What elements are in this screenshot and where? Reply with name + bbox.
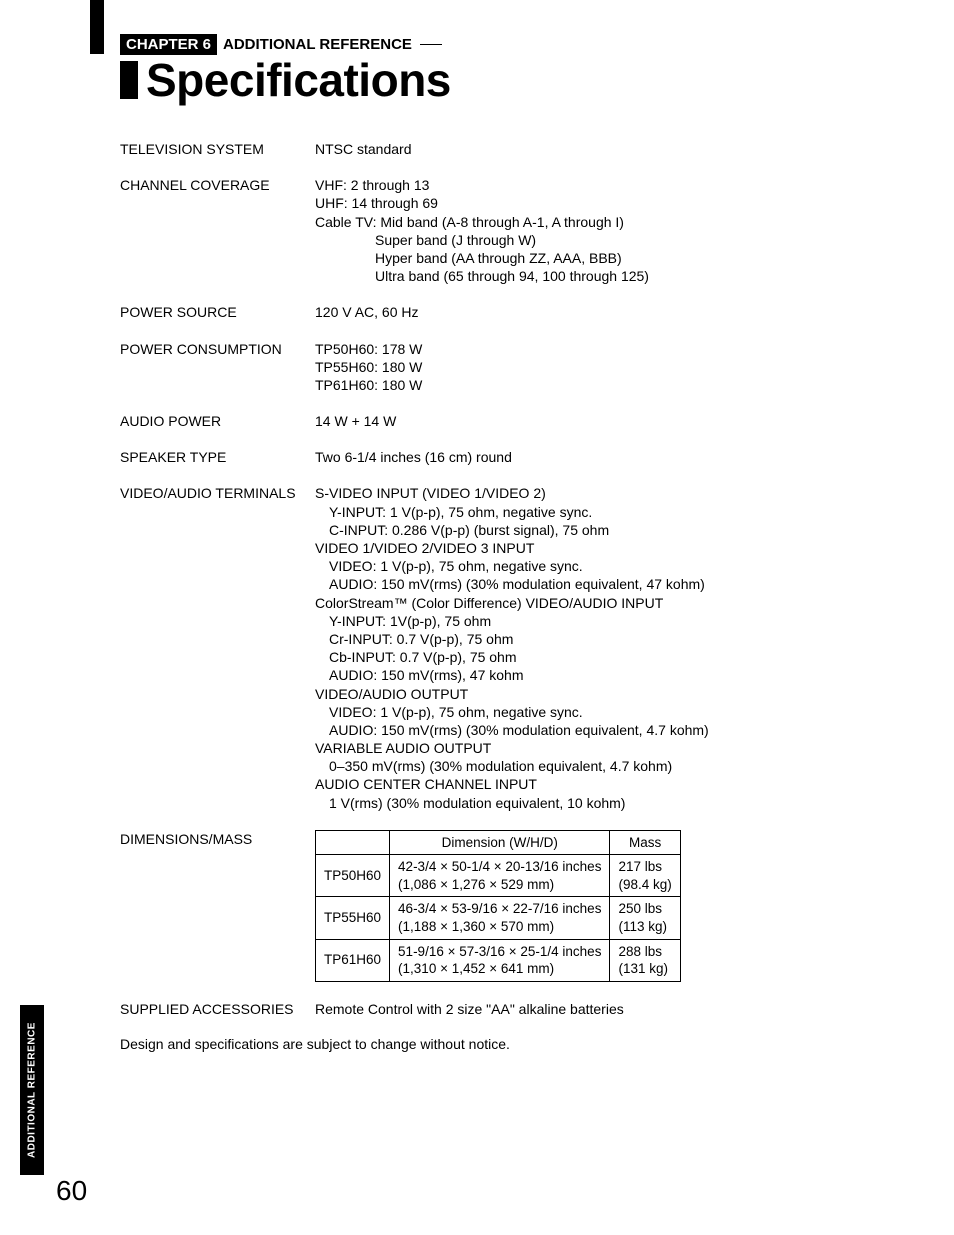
spec-label: TELEVISION SYSTEM	[120, 140, 315, 158]
dim-in: 51-9/16 × 57-3/16 × 25-1/4 inches	[398, 943, 601, 961]
spec-speaker-type: SPEAKER TYPE Two 6-1/4 inches (16 cm) ro…	[120, 448, 900, 466]
td-dim: 46-3/4 × 53-9/16 × 22-7/16 inches (1,188…	[390, 897, 610, 939]
cc-ultra: Ultra band (65 through 94, 100 through 1…	[375, 267, 900, 285]
dimensions-table: Dimension (W/H/D) Mass TP50H60 42-3/4 × …	[315, 830, 681, 982]
t-out-audio: AUDIO: 150 mV(rms) (30% modulation equiv…	[329, 721, 900, 739]
t-var-val: 0–350 mV(rms) (30% modulation equivalent…	[329, 757, 900, 775]
dim-mm: (1,310 × 1,452 × 641 mm)	[398, 960, 601, 978]
spec-content: TELEVISION SYSTEM NTSC standard CHANNEL …	[120, 140, 900, 1052]
mass-kg: (98.4 kg)	[618, 876, 671, 894]
cc-vhf: VHF: 2 through 13	[315, 176, 900, 194]
table-header-row: Dimension (W/H/D) Mass	[316, 830, 681, 855]
dim-mm: (1,188 × 1,360 × 570 mm)	[398, 918, 601, 936]
spec-value: NTSC standard	[315, 140, 900, 158]
t-var-head: VARIABLE AUDIO OUTPUT	[315, 739, 900, 757]
title-bar-icon	[120, 61, 138, 99]
spec-label: SPEAKER TYPE	[120, 448, 315, 466]
t-svideo-c: C-INPUT: 0.286 V(p-p) (burst signal), 75…	[329, 521, 900, 539]
chapter-rule	[420, 44, 442, 45]
t-cs-y: Y-INPUT: 1V(p-p), 75 ohm	[329, 612, 900, 630]
spec-channel-coverage: CHANNEL COVERAGE VHF: 2 through 13 UHF: …	[120, 176, 900, 285]
td-model: TP55H60	[316, 897, 390, 939]
t-v123-video: VIDEO: 1 V(p-p), 75 ohm, negative sync.	[329, 557, 900, 575]
spec-accessories: SUPPLIED ACCESSORIES Remote Control with…	[120, 1000, 900, 1018]
page-number: 60	[56, 1175, 87, 1207]
spec-audio-power: AUDIO POWER 14 W + 14 W	[120, 412, 900, 430]
title-row: Specifications	[120, 53, 451, 107]
table-row: TP61H60 51-9/16 × 57-3/16 × 25-1/4 inche…	[316, 939, 681, 981]
t-out-head: VIDEO/AUDIO OUTPUT	[315, 685, 900, 703]
pc-1: TP50H60: 178 W	[315, 340, 900, 358]
table-row: TP50H60 42-3/4 × 50-1/4 × 20-13/16 inche…	[316, 855, 681, 897]
t-center-head: AUDIO CENTER CHANNEL INPUT	[315, 775, 900, 793]
dim-mm: (1,086 × 1,276 × 529 mm)	[398, 876, 601, 894]
spec-value: 120 V AC, 60 Hz	[315, 303, 900, 321]
th-dim: Dimension (W/H/D)	[390, 830, 610, 855]
spec-dimensions: DIMENSIONS/MASS Dimension (W/H/D) Mass T…	[120, 830, 900, 982]
spec-label: CHANNEL COVERAGE	[120, 176, 315, 285]
cc-cable: Cable TV: Mid band (A-8 through A-1, A t…	[315, 213, 900, 231]
mass-lb: 288 lbs	[618, 943, 671, 961]
t-svideo-y: Y-INPUT: 1 V(p-p), 75 ohm, negative sync…	[329, 503, 900, 521]
disclaimer: Design and specifications are subject to…	[120, 1036, 900, 1052]
page-header: CHAPTER 6 ADDITIONAL REFERENCE Specifica…	[120, 34, 451, 107]
spec-value: VHF: 2 through 13 UHF: 14 through 69 Cab…	[315, 176, 900, 285]
spec-value: Two 6-1/4 inches (16 cm) round	[315, 448, 900, 466]
chapter-title: ADDITIONAL REFERENCE	[223, 36, 412, 53]
cc-super: Super band (J through W)	[375, 231, 900, 249]
spec-power-consumption: POWER CONSUMPTION TP50H60: 178 W TP55H60…	[120, 340, 900, 395]
t-svideo-head: S-VIDEO INPUT (VIDEO 1/VIDEO 2)	[315, 484, 900, 502]
spec-value: S-VIDEO INPUT (VIDEO 1/VIDEO 2) Y-INPUT:…	[315, 484, 900, 811]
dim-in: 46-3/4 × 53-9/16 × 22-7/16 inches	[398, 900, 601, 918]
t-v123-head: VIDEO 1/VIDEO 2/VIDEO 3 INPUT	[315, 539, 900, 557]
t-center-val: 1 V(rms) (30% modulation equivalent, 10 …	[329, 794, 900, 812]
spec-label: POWER CONSUMPTION	[120, 340, 315, 395]
th-mass: Mass	[610, 830, 680, 855]
cc-hyper: Hyper band (AA through ZZ, AAA, BBB)	[375, 249, 900, 267]
spec-value: 14 W + 14 W	[315, 412, 900, 430]
dim-in: 42-3/4 × 50-1/4 × 20-13/16 inches	[398, 858, 601, 876]
t-cs-cb: Cb-INPUT: 0.7 V(p-p), 75 ohm	[329, 648, 900, 666]
mass-kg: (131 kg)	[618, 960, 671, 978]
t-v123-audio: AUDIO: 150 mV(rms) (30% modulation equiv…	[329, 575, 900, 593]
td-model: TP50H60	[316, 855, 390, 897]
spec-label: SUPPLIED ACCESSORIES	[120, 1000, 315, 1018]
spec-label: AUDIO POWER	[120, 412, 315, 430]
spec-terminals: VIDEO/AUDIO TERMINALS S-VIDEO INPUT (VID…	[120, 484, 900, 811]
table-row: TP55H60 46-3/4 × 53-9/16 × 22-7/16 inche…	[316, 897, 681, 939]
mass-lb: 217 lbs	[618, 858, 671, 876]
cc-uhf: UHF: 14 through 69	[315, 194, 900, 212]
t-cs-cr: Cr-INPUT: 0.7 V(p-p), 75 ohm	[329, 630, 900, 648]
td-model: TP61H60	[316, 939, 390, 981]
spec-value: Dimension (W/H/D) Mass TP50H60 42-3/4 × …	[315, 830, 900, 982]
th-empty	[316, 830, 390, 855]
header-accent-bar	[90, 0, 104, 54]
side-tab: ADDITIONAL REFERENCE	[20, 1005, 44, 1175]
mass-lb: 250 lbs	[618, 900, 671, 918]
page-title: Specifications	[146, 53, 451, 107]
mass-kg: (113 kg)	[618, 918, 671, 936]
spec-television-system: TELEVISION SYSTEM NTSC standard	[120, 140, 900, 158]
pc-2: TP55H60: 180 W	[315, 358, 900, 376]
td-mass: 288 lbs (131 kg)	[610, 939, 680, 981]
td-dim: 42-3/4 × 50-1/4 × 20-13/16 inches (1,086…	[390, 855, 610, 897]
pc-3: TP61H60: 180 W	[315, 376, 900, 394]
td-mass: 250 lbs (113 kg)	[610, 897, 680, 939]
spec-label: DIMENSIONS/MASS	[120, 830, 315, 982]
t-out-video: VIDEO: 1 V(p-p), 75 ohm, negative sync.	[329, 703, 900, 721]
td-mass: 217 lbs (98.4 kg)	[610, 855, 680, 897]
spec-label: VIDEO/AUDIO TERMINALS	[120, 484, 315, 811]
t-cs-head: ColorStream™ (Color Difference) VIDEO/AU…	[315, 594, 900, 612]
spec-label: POWER SOURCE	[120, 303, 315, 321]
td-dim: 51-9/16 × 57-3/16 × 25-1/4 inches (1,310…	[390, 939, 610, 981]
t-cs-audio: AUDIO: 150 mV(rms), 47 kohm	[329, 666, 900, 684]
spec-power-source: POWER SOURCE 120 V AC, 60 Hz	[120, 303, 900, 321]
spec-value: Remote Control with 2 size "AA" alkaline…	[315, 1000, 900, 1018]
chapter-line: CHAPTER 6 ADDITIONAL REFERENCE	[120, 34, 451, 55]
chapter-chip: CHAPTER 6	[120, 34, 217, 55]
spec-value: TP50H60: 178 W TP55H60: 180 W TP61H60: 1…	[315, 340, 900, 395]
